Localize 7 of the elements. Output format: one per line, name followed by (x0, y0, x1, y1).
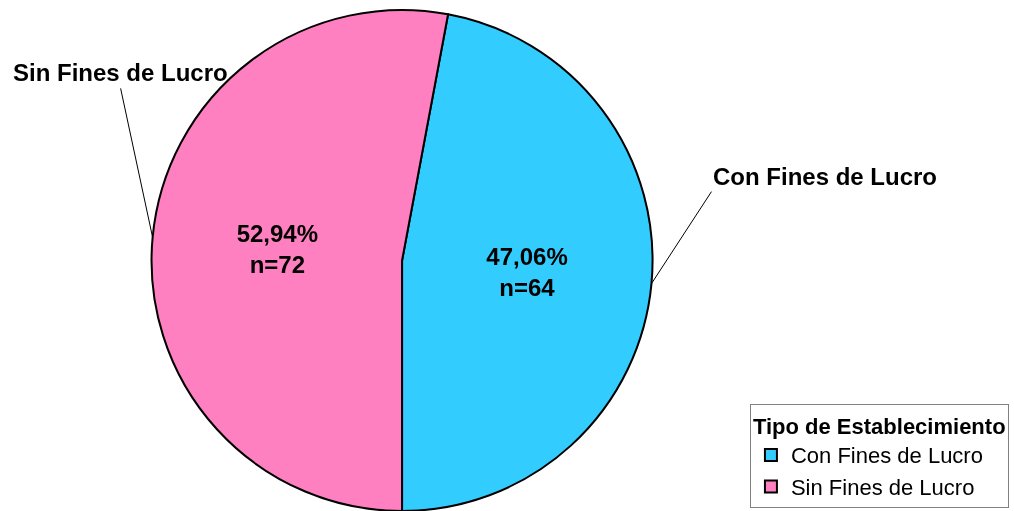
legend-title: Tipo de Establecimiento (752, 414, 1006, 440)
legend-label: Con Fines de Lucro (790, 443, 983, 469)
legend-label: Sin Fines de Lucro (790, 475, 975, 501)
data-label: 52,94% n=72 (236, 219, 319, 279)
data-label: 47,06% n=64 (486, 242, 568, 302)
slice-label: Sin Fines de Lucro (13, 59, 228, 86)
slice-label: Con Fines de Lucro (713, 163, 938, 190)
